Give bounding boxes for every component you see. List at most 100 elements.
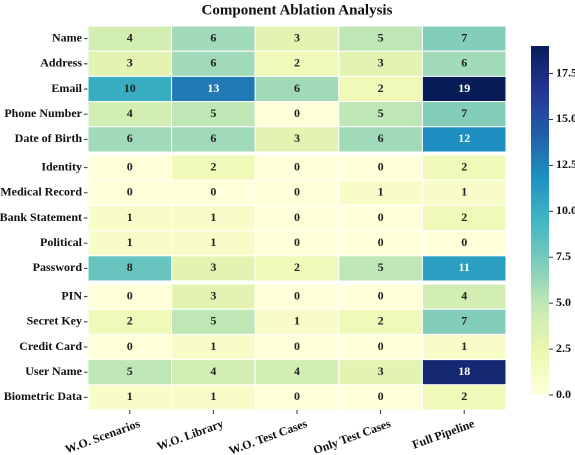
heatmap-cell: [338, 75, 423, 103]
cell-label: 0: [294, 210, 300, 224]
colorbar-tick-label: 2.5: [556, 341, 571, 355]
cell-label: 0: [378, 339, 384, 353]
cell-label: 5: [378, 260, 384, 274]
y-tick-label: PIN: [61, 288, 82, 302]
heatmap-cell: [254, 101, 340, 128]
heatmap-cell: [421, 308, 507, 335]
cell-label: 5: [210, 314, 216, 328]
cell-label: 0: [378, 288, 384, 302]
cell-label: 2: [294, 56, 300, 70]
cell-label: 3: [294, 131, 300, 145]
heatmap-cell: [171, 154, 256, 181]
cell-label: 3: [378, 364, 384, 378]
cell-label: 1: [378, 185, 384, 199]
heatmap-cell: [421, 359, 507, 386]
heatmap-cell: [254, 75, 340, 103]
heatmap-cell: [338, 126, 423, 153]
cell-label: 3: [210, 288, 216, 302]
cell-label: 0: [378, 389, 384, 403]
colorbar-tick-label: 5.0: [556, 295, 571, 309]
cell-label: 1: [210, 339, 216, 353]
heatmap-cell: [338, 101, 423, 128]
cell-label: 0: [127, 288, 133, 302]
heatmap-cell: [87, 126, 173, 153]
cell-label: 6: [210, 131, 216, 145]
heatmap-cell: [171, 283, 256, 310]
y-tick-label: Secret Key: [27, 314, 82, 328]
cell-label: 2: [378, 314, 384, 328]
heatmap-cell: [338, 179, 423, 206]
heatmap-cell: [421, 255, 507, 282]
cell-label: 2: [210, 159, 216, 173]
colorbar: [531, 46, 549, 395]
cell-label: 4: [210, 364, 216, 378]
heatmap-cell: [87, 50, 173, 77]
heatmap-cell: [338, 333, 423, 361]
x-tick-label: Only Test Cases: [311, 416, 393, 455]
heatmap-cell: [171, 50, 256, 77]
cell-label: 0: [461, 235, 467, 249]
cell-label: 1: [210, 235, 216, 249]
cell-label: 12: [458, 131, 470, 145]
cell-label: 6: [294, 81, 300, 95]
heatmap-cell: [254, 283, 340, 310]
cell-label: 3: [378, 56, 384, 70]
y-tick-label: Biometric Data: [4, 389, 82, 403]
cell-label: 0: [210, 185, 216, 199]
y-tick-label: Name: [52, 30, 83, 44]
cell-label: 4: [127, 106, 133, 120]
heatmap-cell: [421, 204, 507, 232]
cell-label: 3: [210, 260, 216, 274]
y-tick-label: Email: [51, 81, 82, 95]
cell-label: 0: [294, 159, 300, 173]
y-tick-label: Date of Birth: [15, 131, 83, 145]
cell-label: 0: [378, 235, 384, 249]
cell-label: 5: [378, 30, 384, 44]
heatmap-cell: [254, 204, 340, 232]
heatmap-cell: [421, 101, 507, 128]
cell-label: 7: [461, 106, 467, 120]
cell-label: 1: [461, 339, 467, 353]
cell-label: 0: [294, 288, 300, 302]
cell-label: 1: [210, 389, 216, 403]
cell-label: 6: [378, 131, 384, 145]
cell-label: 5: [210, 106, 216, 120]
cell-label: 2: [461, 389, 467, 403]
cell-label: 7: [461, 30, 467, 44]
cell-label: 5: [127, 364, 133, 378]
heatmap-cell: [338, 204, 423, 232]
heatmap-cell: [171, 255, 256, 282]
heatmap-cell: [254, 333, 340, 361]
cell-label: 6: [127, 131, 133, 145]
cell-label: 2: [461, 159, 467, 173]
colorbar-tick-label: 15.0: [556, 111, 575, 125]
cell-label: 0: [378, 159, 384, 173]
colorbar-tick-label: 7.5: [556, 249, 571, 263]
cell-label: 13: [207, 81, 219, 95]
cell-label: 0: [294, 389, 300, 403]
y-tick-label: Phone Number: [4, 106, 82, 120]
cell-label: 11: [459, 260, 470, 274]
cell-label: 0: [127, 339, 133, 353]
y-tick-label: Password: [33, 260, 83, 274]
colorbar-tick-label: 0.0: [556, 387, 571, 401]
heatmap-cell: [87, 255, 173, 282]
heatmap-cell: [87, 359, 173, 386]
colorbar-tick-label: 17.5: [556, 65, 575, 79]
cell-label: 19: [458, 81, 470, 95]
cell-label: 0: [127, 159, 133, 173]
cell-label: 4: [127, 30, 133, 44]
heatmap-cell: [254, 154, 340, 181]
cell-label: 7: [461, 314, 467, 328]
cell-label: 2: [378, 81, 384, 95]
x-tick-label: W.O. Library: [155, 416, 225, 453]
heatmap-cell: [254, 179, 340, 206]
cell-label: 0: [294, 106, 300, 120]
y-tick-label: Address: [40, 56, 82, 70]
cell-label: 0: [127, 185, 133, 199]
y-tick-label: Credit Card: [19, 339, 82, 353]
cell-label: 2: [127, 314, 133, 328]
x-tick-label: W.O. Scenarios: [63, 416, 142, 455]
cell-label: 0: [378, 210, 384, 224]
